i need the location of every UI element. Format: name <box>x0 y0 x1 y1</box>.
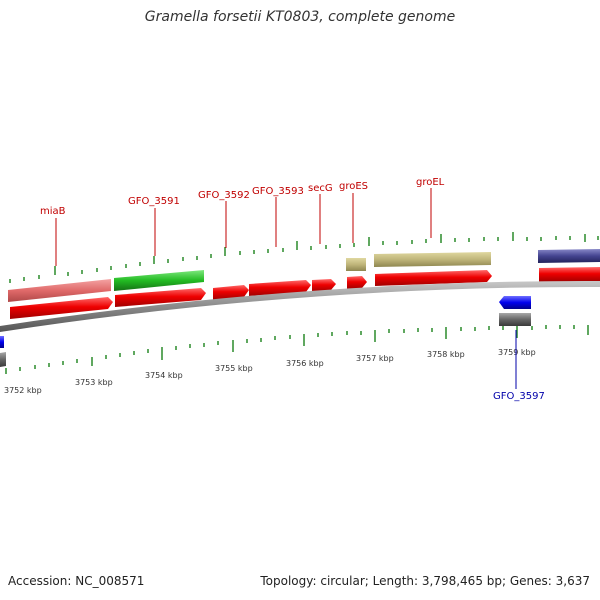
scale-label: 3753 kbp <box>75 378 113 387</box>
accession-text: Accession: NC_008571 <box>8 574 145 588</box>
gene-label-groES[interactable]: groES <box>339 181 368 192</box>
gene-GFO_3597-bar[interactable] <box>499 313 531 326</box>
gene-groES-bar[interactable] <box>346 258 366 271</box>
gene-label-secG[interactable]: secG <box>308 183 333 194</box>
gene-label-GFO_3591[interactable]: GFO_3591 <box>128 196 180 207</box>
scale-label: 3758 kbp <box>427 350 465 359</box>
gene-label-groEL[interactable]: groEL <box>416 177 445 188</box>
cds-GFO_3593-arrow[interactable] <box>249 280 311 296</box>
cds-miaB-arrow[interactable] <box>10 297 113 319</box>
gene-groEL-bar[interactable] <box>374 252 491 267</box>
scale-label: 3759 kbp <box>498 348 536 357</box>
scale-label: 3754 kbp <box>145 371 183 380</box>
scale-label: 3757 kbp <box>356 354 394 363</box>
gene-miaB-bar[interactable] <box>8 279 111 302</box>
gene-label-GFO_3597[interactable]: GFO_3597 <box>493 391 545 402</box>
cds-GFO_3597-arrow[interactable] <box>499 296 531 309</box>
inner-scale-ticks <box>5 325 589 374</box>
gene-left-grey-bar[interactable] <box>0 352 6 367</box>
gene-label-GFO_3592[interactable]: GFO_3592 <box>198 190 250 201</box>
label-leaders <box>55 188 517 389</box>
cds-GFO_3592-arrow[interactable] <box>213 285 249 300</box>
cds-groES-arrow[interactable] <box>347 276 367 289</box>
gene-label-GFO_3593[interactable]: GFO_3593 <box>252 186 304 197</box>
scale-label: 3755 kbp <box>215 364 253 373</box>
gene-label-miaB[interactable]: miaB <box>40 206 66 217</box>
outer-scale-ticks <box>9 232 599 283</box>
gene-right-navy-bar[interactable] <box>538 249 600 263</box>
cds-groEL-arrow[interactable] <box>375 270 492 286</box>
cds-GFO_3591-arrow[interactable] <box>115 288 206 307</box>
scale-label: 3752 kbp <box>4 386 42 395</box>
genome-summary-text: Topology: circular; Length: 3,798,465 bp… <box>260 574 590 588</box>
gene-GFO_3591-bar[interactable] <box>114 270 204 291</box>
map-title: Gramella forsetii KT0803, complete genom… <box>144 9 456 25</box>
cds-left-blue-arrow[interactable] <box>0 336 4 348</box>
cds-right-arrow[interactable] <box>539 267 600 282</box>
scale-label: 3756 kbp <box>286 359 324 368</box>
genome-backbone <box>0 280 600 332</box>
cds-secG-arrow[interactable] <box>312 279 336 292</box>
